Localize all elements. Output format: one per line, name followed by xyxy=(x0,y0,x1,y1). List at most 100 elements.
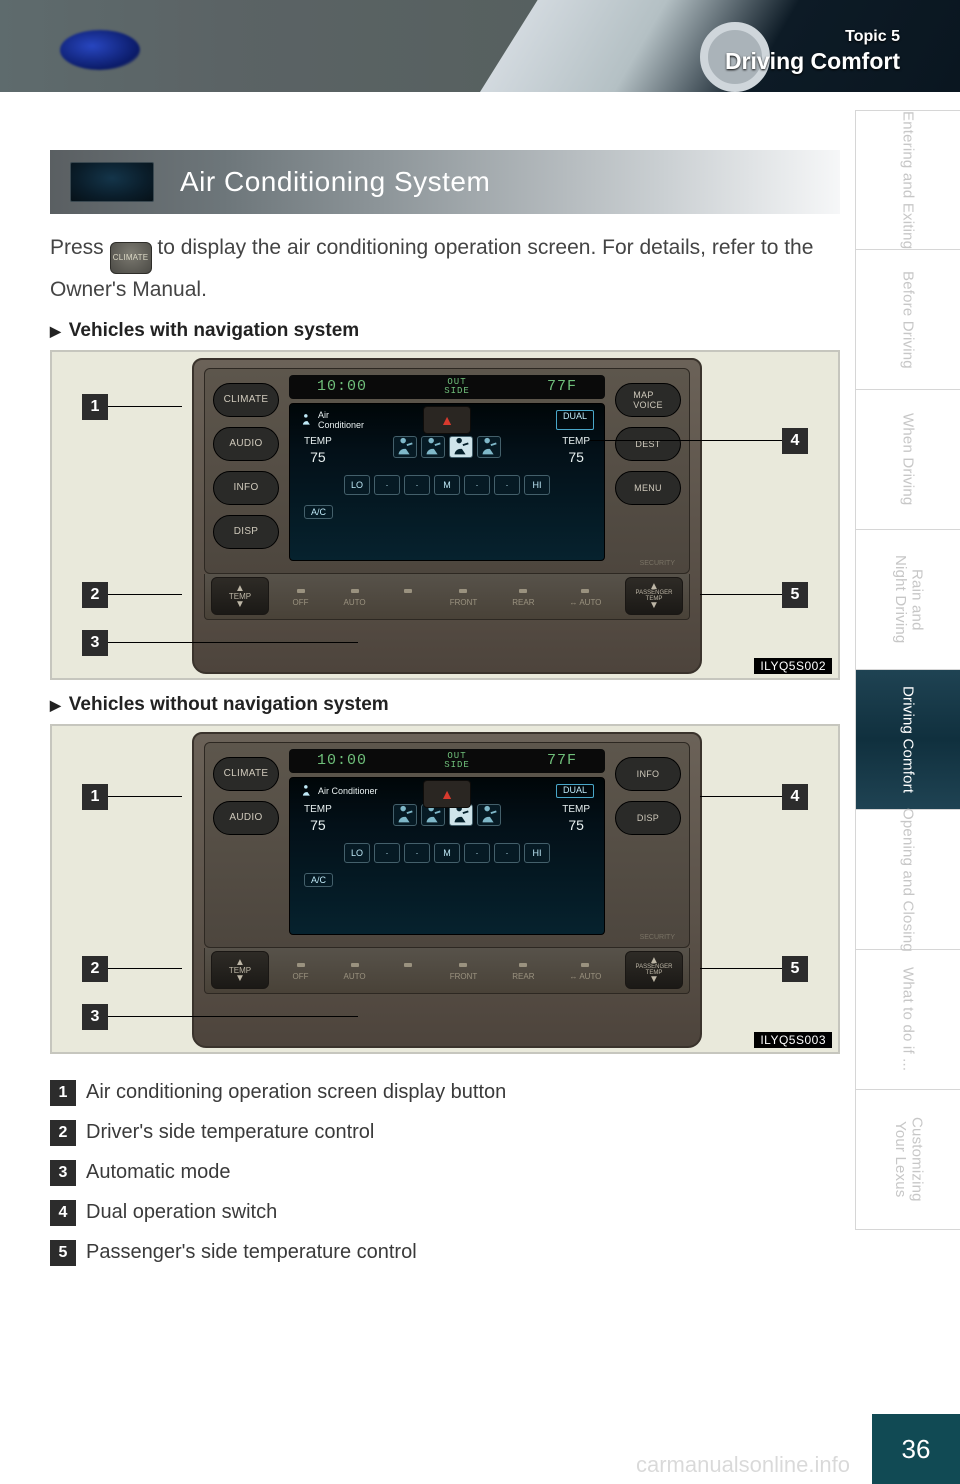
console-button[interactable]: MENU xyxy=(615,471,681,505)
callout: 2 xyxy=(82,582,182,608)
legend-text: Passenger's side temperature control xyxy=(86,1241,417,1264)
hazard-button[interactable]: ▲ xyxy=(423,406,471,434)
mode-button[interactable]: FRONT xyxy=(450,959,478,981)
console-button[interactable]: AUDIO xyxy=(213,801,279,835)
security-label: SECURITY xyxy=(640,934,675,941)
title-text: Air Conditioning System xyxy=(180,166,490,197)
dual-indicator: DUAL xyxy=(556,410,594,430)
console-button[interactable]: CLIMATE xyxy=(213,383,279,417)
side-tab[interactable]: Rain and Night Driving xyxy=(855,530,960,670)
console: CLIMATEAUDIOINFODISPMAP VOICEDESTMENU10:… xyxy=(192,358,702,674)
callout-line xyxy=(108,796,182,797)
ac-toggle: A/C xyxy=(304,873,333,887)
header-banner: Topic 5 Driving Comfort xyxy=(0,0,960,92)
callout-line xyxy=(108,594,182,595)
side-tab-label: Before Driving xyxy=(900,271,917,369)
callout-line xyxy=(700,968,782,969)
callout: 4 xyxy=(700,784,808,810)
intro-pre: Press xyxy=(50,236,110,259)
figure-with-nav: CLIMATEAUDIOINFODISPMAP VOICEDESTMENU10:… xyxy=(50,350,840,680)
callout-number: 3 xyxy=(82,630,108,656)
legend-number: 1 xyxy=(50,1080,76,1106)
side-tabs: Entering and Exiting Before Driving When D… xyxy=(855,110,960,1230)
side-tab[interactable]: Customizing Your Lexus xyxy=(855,1090,960,1230)
legend-item: 5 Passenger's side temperature control xyxy=(50,1240,840,1266)
mode-button[interactable]: REAR xyxy=(512,585,534,607)
callout-line xyxy=(108,642,358,643)
mode-button[interactable]: OFF xyxy=(293,959,309,981)
passenger-temp-control[interactable]: ▲PASSENGER TEMP▼ xyxy=(625,577,683,615)
mode-button[interactable]: AUTO xyxy=(344,585,366,607)
side-tab[interactable]: When Driving xyxy=(855,390,960,530)
mode-button[interactable]: REAR xyxy=(512,959,534,981)
legend-text: Automatic mode xyxy=(86,1161,231,1184)
passenger-temp-control[interactable]: ▲PASSENGER TEMP▼ xyxy=(625,951,683,989)
callout: 5 xyxy=(700,582,808,608)
mode-button[interactable]: ↔ AUTO xyxy=(570,959,602,981)
legend-number: 5 xyxy=(50,1240,76,1266)
ac-toggle: A/C xyxy=(304,505,333,519)
callout-number: 5 xyxy=(782,956,808,982)
callout-number: 2 xyxy=(82,956,108,982)
mode-button[interactable]: FRONT xyxy=(450,585,478,607)
side-tab-label: Driving Comfort xyxy=(900,686,917,793)
legend-item: 3Automatic mode xyxy=(50,1160,840,1186)
mode-button[interactable] xyxy=(401,959,415,981)
driver-temp-control[interactable]: ▲TEMP▼ xyxy=(211,951,269,989)
callout-line xyxy=(108,1016,358,1017)
clock-time: 10:00 xyxy=(317,752,367,769)
legend-number: 4 xyxy=(50,1200,76,1226)
callout-number: 4 xyxy=(782,428,808,454)
callout-number: 2 xyxy=(82,582,108,608)
console-button[interactable]: DISP xyxy=(615,801,681,835)
console-button[interactable]: INFO xyxy=(213,471,279,505)
security-label: SECURITY xyxy=(640,560,675,567)
mode-button[interactable]: AUTO xyxy=(344,959,366,981)
side-tab-label: Rain and Night Driving xyxy=(892,555,925,643)
hazard-button[interactable]: ▲ xyxy=(423,780,471,808)
section-title: Air Conditioning System xyxy=(50,150,840,214)
dual-indicator: DUAL xyxy=(556,784,594,798)
console-button[interactable]: DISP xyxy=(213,515,279,549)
side-tab[interactable]: Driving Comfort xyxy=(855,670,960,810)
callout-number: 5 xyxy=(782,582,808,608)
title-swatch xyxy=(70,162,154,202)
subheading-with-nav: Vehicles with navigation system xyxy=(50,320,840,342)
side-tab[interactable]: Before Driving xyxy=(855,250,960,390)
callout-number: 1 xyxy=(82,784,108,810)
legend-item: 2Driver's side temperature control xyxy=(50,1120,840,1146)
clock-bar: 10:00OUT SIDE77F xyxy=(289,375,605,399)
side-tab[interactable]: What to do if ... xyxy=(855,950,960,1090)
console-button[interactable]: CLIMATE xyxy=(213,757,279,791)
figure-code: ILYQ5S002 xyxy=(754,658,832,674)
mode-button[interactable] xyxy=(401,585,415,607)
clock-time: 10:00 xyxy=(317,378,367,395)
side-tab[interactable]: Entering and Exiting xyxy=(855,110,960,250)
intro-paragraph: Press CLIMATE to display the air conditi… xyxy=(50,232,840,306)
side-tab-label: When Driving xyxy=(900,413,917,505)
legend-list: 1Air conditioning operation screen displ… xyxy=(50,1080,840,1266)
side-tab[interactable]: Opening and Closing xyxy=(855,810,960,950)
page-number: 36 xyxy=(872,1414,960,1484)
mode-button[interactable]: ↔ AUTO xyxy=(570,585,602,607)
out-temp: 77F xyxy=(547,378,577,395)
side-tab-label: Entering and Exiting xyxy=(900,111,917,249)
callout: 2 xyxy=(82,956,182,982)
callout-number: 4 xyxy=(782,784,808,810)
console-button[interactable]: AUDIO xyxy=(213,427,279,461)
console-button[interactable]: INFO xyxy=(615,757,681,791)
callout: 3 xyxy=(82,1004,358,1030)
callout-number: 1 xyxy=(82,394,108,420)
callout: 5 xyxy=(700,956,808,982)
mode-button[interactable]: OFF xyxy=(293,585,309,607)
side-tab-label: Opening and Closing xyxy=(900,808,917,952)
callout-line xyxy=(700,594,782,595)
clock-bar: 10:00OUT SIDE77F xyxy=(289,749,605,773)
callout-line xyxy=(108,406,182,407)
callout: 1 xyxy=(82,394,182,420)
section-label: Driving Comfort xyxy=(725,48,900,75)
driver-temp-control[interactable]: ▲TEMP▼ xyxy=(211,577,269,615)
console-button[interactable]: MAP VOICE xyxy=(615,383,681,417)
climate-button-icon: CLIMATE xyxy=(110,242,152,274)
callout-number: 3 xyxy=(82,1004,108,1030)
